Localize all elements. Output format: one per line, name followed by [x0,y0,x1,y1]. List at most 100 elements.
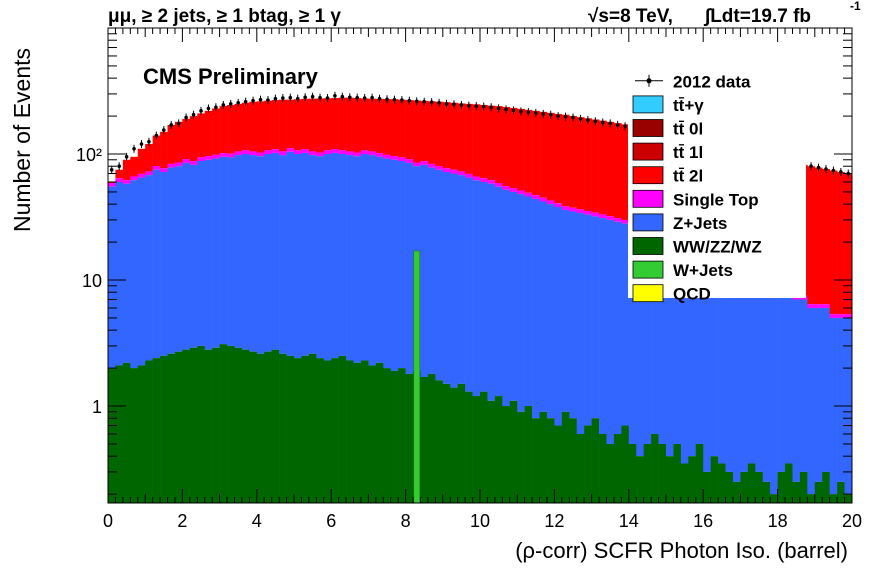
bin-ttbar-2l [219,106,228,154]
bin-diboson [167,353,176,503]
legend-label: tt̄ 1l [673,143,703,162]
data-point [392,95,397,104]
bin-diboson [487,400,496,503]
bin-diboson [539,411,548,503]
bin-diboson [122,362,131,503]
bin-single-top [480,178,488,182]
bin-single-top [346,151,354,156]
bin-single-top [338,150,347,155]
data-point [623,122,627,131]
bin-single-top [465,173,473,178]
bin-ttbar-2l [427,101,436,164]
bin-single-top [435,166,444,170]
bin-diboson [703,471,711,503]
data-point [474,102,479,111]
bin-diboson [435,380,444,503]
bin-single-top [122,180,131,184]
data-point [310,92,315,101]
bin-z-jets [294,154,302,359]
bin-ttbar-2l [465,103,473,174]
bin-ttbar-2l [227,104,235,154]
data-point [563,112,568,121]
bin-ttbar-2l [160,131,168,169]
bin-ttbar-2l [249,101,258,152]
bin-ttbar-2l [829,170,838,315]
bin-single-top [360,150,369,155]
data-point [526,108,531,117]
bin-diboson [814,481,823,503]
w-jets-spike [413,250,421,504]
bin-z-jets [606,219,615,444]
bin-single-top [472,176,481,181]
bin-single-top [286,148,295,152]
bin-ttbar-2l [561,114,570,207]
bin-z-jets [197,161,206,346]
bin-z-jets [405,162,414,374]
data-point [444,99,449,108]
bin-single-top [584,210,592,215]
bin-z-jets [502,189,511,407]
bin-diboson [331,358,339,503]
data-point [519,107,523,116]
bin-diboson [197,345,206,503]
bin-diboson [286,355,295,503]
data-point [467,101,471,110]
bin-z-jets [480,181,488,392]
bin-z-jets [360,154,369,361]
bin-single-top [271,149,280,153]
bin-z-jets [398,161,406,369]
bin-single-top [115,178,124,182]
bin-z-jets [636,227,644,457]
data-point [459,100,464,109]
bin-diboson [204,349,213,503]
bin-single-top [524,192,533,197]
legend-swatch [632,142,664,161]
data-point [534,108,538,117]
bin-z-jets [740,270,749,472]
bin-z-jets [323,154,332,361]
data-point [147,137,151,146]
bin-single-top [189,161,198,165]
data-point [600,118,605,127]
data-point [608,119,612,128]
bin-z-jets [301,152,310,356]
bin-ttbar-2l [814,167,823,305]
bin-diboson [457,383,466,503]
bin-ttbar-2l [316,98,325,153]
data-point [303,93,307,102]
data-point [809,162,813,171]
bin-diboson [740,471,749,503]
legend-item: tt̄ 2l [632,166,703,186]
x-tick-label: 4 [252,511,262,531]
legend: 2012 data tt̄+γ tt̄ 0l tt̄ 1l tt̄ 2l Single T… [628,66,806,304]
bin-z-jets [785,292,793,464]
bin-diboson [427,373,436,503]
bin-single-top [331,149,339,153]
bin-single-top [546,200,555,205]
bin-ttbar-2l [338,97,347,151]
data-point [615,120,620,129]
data-point [199,106,203,115]
bin-z-jets [249,155,258,352]
bin-ttbar-2l [346,97,354,152]
lumi-label: ∫Ldt=19.7 fb [703,6,811,27]
bin-z-jets [777,292,786,472]
bin-z-jets [442,171,451,384]
bin-single-top [368,151,377,156]
bin-ttbar-2l [487,105,496,181]
bin-single-top [145,171,153,176]
bin-diboson [666,456,674,503]
bin-single-top [323,150,332,155]
bin-single-top [241,150,250,155]
bin-single-top [539,197,548,202]
bin-single-top [256,152,265,157]
bin-ttbar-2l [353,98,362,153]
bin-single-top [420,161,429,165]
bin-diboson [227,345,235,503]
x-tick-label: 8 [401,511,411,531]
bin-ttbar-2l [368,98,377,152]
bin-single-top [264,150,272,155]
data-point [481,102,486,111]
bin-single-top [204,156,213,160]
y-tick-label: 1 [92,397,102,417]
